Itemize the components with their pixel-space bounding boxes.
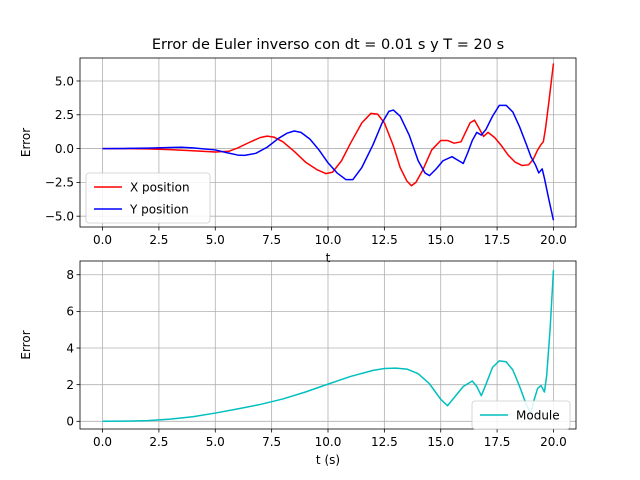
x-tick-label: 2.5 <box>149 435 168 449</box>
y-axis-label: Error <box>19 128 33 157</box>
y-tick-label: 2 <box>66 378 74 392</box>
legend-label: Module <box>516 409 560 423</box>
x-tick-label: 10.0 <box>315 233 342 247</box>
x-tick-label: 15.0 <box>427 233 454 247</box>
y-axis-label: Error <box>19 330 33 359</box>
x-tick-label: 17.5 <box>484 435 511 449</box>
x-tick-label: 12.5 <box>371 233 398 247</box>
y-tick-label: −2.5 <box>45 176 74 190</box>
legend-label: X position <box>130 181 190 195</box>
x-tick-label: 20.0 <box>540 435 567 449</box>
series-line-y-position <box>102 104 555 221</box>
x-tick-label: 5.0 <box>206 233 225 247</box>
legend-box <box>85 172 211 224</box>
y-tick-label: 8 <box>66 268 74 282</box>
y-tick-label: 4 <box>66 341 74 355</box>
x-tick-label: 5.0 <box>206 435 225 449</box>
y-tick-label: 6 <box>66 305 74 319</box>
top-plot: 0.0 2.5 5.0 7.5 10.0 12.5 15.0 17.5 20.0 −5.0 −2.5… <box>19 37 577 265</box>
x-tick-label: 0.0 <box>93 233 112 247</box>
x-tick-label: 7.5 <box>262 435 281 449</box>
series-line-x-position <box>102 63 555 187</box>
x-tick-label: 2.5 <box>149 233 168 247</box>
x-axis-label: t <box>326 251 331 265</box>
x-tick-label: 17.5 <box>484 233 511 247</box>
y-tick-label: −5.0 <box>45 209 74 223</box>
x-tick-label: 15.0 <box>427 435 454 449</box>
legend-label: Y position <box>129 203 189 217</box>
x-tick-label: 12.5 <box>371 435 398 449</box>
y-tick-label: 5.0 <box>55 74 74 88</box>
legend-box <box>471 400 571 430</box>
y-tick-label: 0 <box>66 415 74 429</box>
x-tick-label: 10.0 <box>315 435 342 449</box>
y-tick-label: 0.0 <box>55 142 74 156</box>
legend: Module <box>471 400 571 430</box>
x-tick-label: 20.0 <box>540 233 567 247</box>
legend: X position Y position <box>85 172 211 224</box>
x-tick-label: 0.0 <box>93 435 112 449</box>
chart-title: Error de Euler inverso con dt = 0.01 s y… <box>152 37 504 53</box>
bottom-plot: 0.0 2.5 5.0 7.5 10.0 12.5 15.0 17.5 20.0 0 2 4 6 8 Err… <box>19 260 577 467</box>
x-axis-label: t (s) <box>316 453 340 467</box>
y-tick-label: 2.5 <box>55 108 74 122</box>
x-tick-label: 7.5 <box>262 233 281 247</box>
